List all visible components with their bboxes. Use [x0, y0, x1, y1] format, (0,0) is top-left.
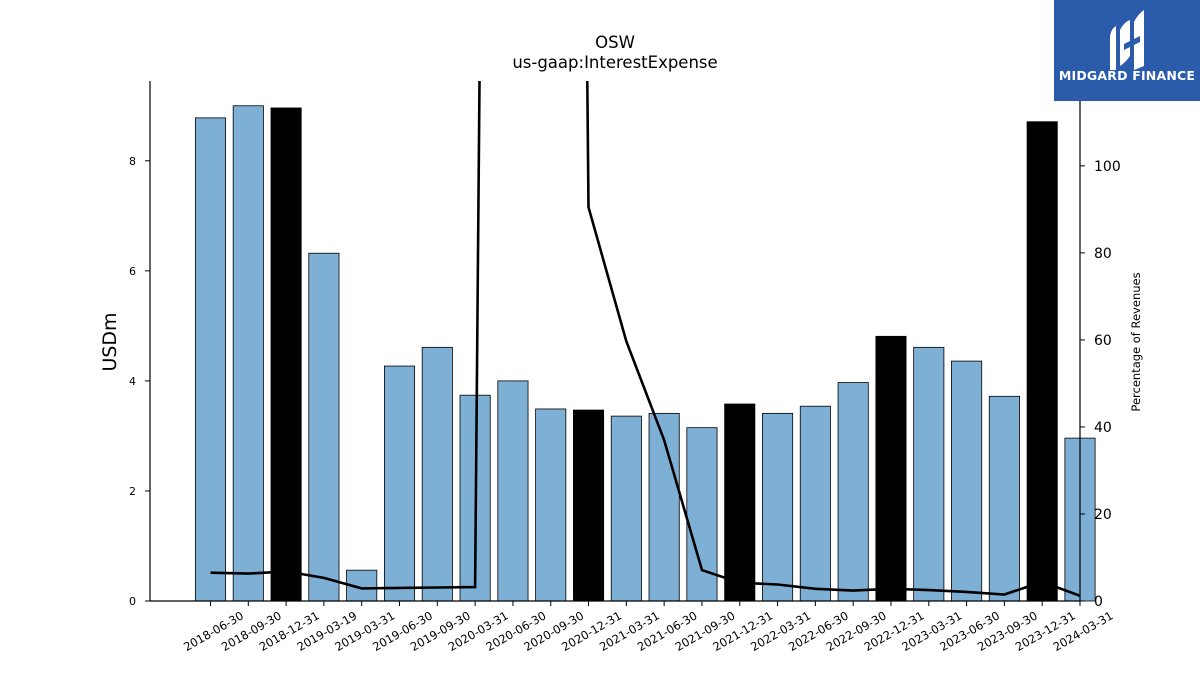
bar	[308, 252, 340, 602]
bar	[194, 117, 227, 602]
bar	[232, 105, 264, 602]
bar	[1026, 121, 1058, 602]
chart-title: OSW	[595, 33, 635, 52]
y2-tick-label: 100	[1094, 159, 1121, 175]
bar	[686, 427, 718, 602]
y-axis-label: USDm	[99, 312, 121, 371]
revenue-pct-line	[210, 81, 1080, 598]
y2-axis-label: Percentage of Revenues	[1129, 272, 1143, 411]
y2-tick-label: 0	[1094, 594, 1103, 610]
bar	[610, 415, 642, 602]
bar	[799, 405, 831, 602]
bar	[762, 412, 794, 602]
y2-tick-label: 20	[1094, 507, 1112, 523]
bar	[837, 382, 869, 602]
plot-area: 024680204060801002018-06-302018-09-30201…	[129, 81, 1121, 654]
bar	[573, 409, 605, 602]
bar	[875, 335, 907, 602]
y2-tick-label: 60	[1094, 333, 1112, 349]
midgard-m-logo-icon	[1054, 0, 1200, 101]
bar	[421, 346, 453, 602]
brand-logo: MIDGARD FINANCE	[1054, 0, 1200, 101]
y-tick-label: 4	[129, 375, 136, 388]
bar	[535, 408, 567, 602]
bar	[724, 403, 756, 602]
bar	[913, 346, 945, 602]
brand-name: MIDGARD FINANCE	[1058, 68, 1196, 83]
bar	[951, 360, 983, 602]
bar	[270, 107, 302, 602]
y-tick-label: 0	[129, 595, 136, 608]
bar	[988, 395, 1020, 602]
y2-tick-label: 40	[1094, 420, 1112, 436]
y-tick-label: 6	[129, 265, 136, 278]
bar	[497, 380, 529, 602]
y2-tick-label: 80	[1094, 246, 1112, 262]
y-tick-label: 8	[129, 155, 136, 168]
bar	[383, 365, 416, 602]
chart-subtitle: us-gaap:InterestExpense	[512, 53, 717, 72]
y-tick-label: 2	[129, 485, 136, 498]
